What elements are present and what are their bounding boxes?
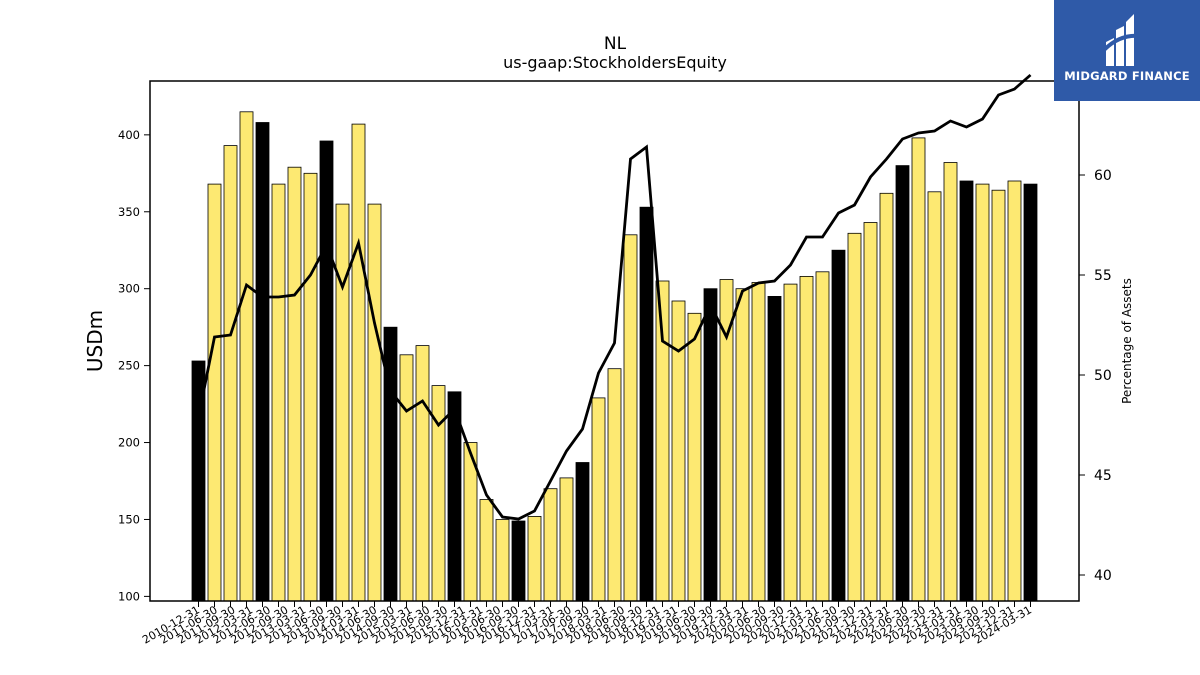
- bar-2013-06-30: [351, 123, 366, 602]
- bar-2014-06-30: [415, 345, 430, 602]
- bar-2021-12-31: [895, 165, 910, 602]
- bar-2021-06-30: [863, 222, 878, 602]
- chart-title: NL: [604, 34, 627, 54]
- bar-2015-06-30: [479, 499, 494, 602]
- y2-tick-label: 40: [1094, 568, 1112, 584]
- bar-2019-06-30: [735, 288, 750, 602]
- bar-2013-03-31: [335, 203, 350, 602]
- y2-tick-label: 55: [1094, 268, 1112, 284]
- bar-2023-03-31: [975, 183, 990, 602]
- bar-2019-12-31: [767, 295, 782, 602]
- line-group: [197, 73, 1032, 521]
- bar-2012-03-31: [271, 183, 286, 602]
- bar-2018-12-31: [703, 288, 718, 602]
- bar-2015-09-30: [495, 519, 510, 602]
- bar-2012-09-30: [303, 172, 318, 602]
- bar-2022-09-30: [943, 162, 958, 602]
- y2-axis-label: Percentage of Assets: [1120, 278, 1134, 404]
- bars-group: [191, 111, 1038, 602]
- percentage-line: [197, 73, 1032, 521]
- y-tick-label: 100: [118, 589, 140, 603]
- bar-2015-12-31: [511, 520, 526, 602]
- bar-2012-12-31: [319, 140, 334, 602]
- bar-2011-09-30: [239, 111, 254, 602]
- bar-2020-09-30: [815, 271, 830, 602]
- y2-tick-label: 60: [1094, 168, 1112, 184]
- logo-text: MIDGARD FINANCE: [1064, 69, 1190, 83]
- bar-2017-03-31: [591, 397, 606, 602]
- bar-2021-03-31: [847, 232, 862, 602]
- chart-subtitle: us-gaap:StockholdersEquity: [503, 53, 727, 72]
- y2-tick-label: 45: [1094, 468, 1112, 484]
- bar-2020-06-30: [799, 275, 814, 602]
- bar-2018-09-30: [687, 312, 702, 602]
- bar-2016-09-30: [559, 477, 574, 602]
- bar-2023-09-30: [1007, 180, 1022, 602]
- bar-2012-06-30: [287, 166, 302, 602]
- bar-2011-12-31: [255, 122, 270, 602]
- bar-2022-06-30: [927, 191, 942, 602]
- bar-2020-03-31: [783, 283, 798, 602]
- y2-tick-label: 50: [1094, 368, 1112, 384]
- bar-2020-12-31: [831, 249, 846, 602]
- y-tick-label: 350: [118, 205, 140, 219]
- y-axis-label: USDm: [83, 310, 107, 372]
- bar-2019-09-30: [751, 282, 766, 602]
- bar-2022-12-31: [959, 180, 974, 602]
- bar-2017-09-30: [623, 234, 638, 602]
- bar-2021-09-30: [879, 192, 894, 602]
- bar-2017-12-31: [639, 206, 654, 602]
- bar-2013-09-30: [367, 203, 382, 602]
- bar-2023-06-30: [991, 189, 1006, 602]
- y-tick-label: 150: [118, 512, 140, 526]
- bar-2011-03-31: [207, 183, 222, 602]
- bar-2022-03-31: [911, 137, 926, 602]
- bar-2014-03-31: [399, 354, 414, 602]
- x-axis: 2010-12-312011-06-302011-09-302012-03-31…: [140, 601, 1034, 647]
- bar-2011-06-30: [223, 145, 238, 602]
- bar-2016-06-30: [543, 488, 558, 602]
- y-tick-label: 250: [118, 359, 140, 373]
- bar-2016-12-31: [575, 462, 590, 602]
- bar-2016-03-31: [527, 516, 542, 602]
- bar-2017-06-30: [607, 368, 622, 602]
- logo-mark-icon: [1102, 14, 1141, 66]
- y-axis-right: 40 45 50 55 60: [1079, 168, 1112, 584]
- y-tick-label: 200: [118, 436, 140, 450]
- bar-2023-12-31: [1023, 183, 1038, 602]
- y-axis-left: 100 150 200 250 300 350 400: [118, 128, 150, 603]
- midgard-finance-logo: MIDGARD FINANCE: [1054, 0, 1200, 101]
- y-tick-label: 400: [118, 128, 140, 142]
- y-tick-label: 300: [118, 282, 140, 296]
